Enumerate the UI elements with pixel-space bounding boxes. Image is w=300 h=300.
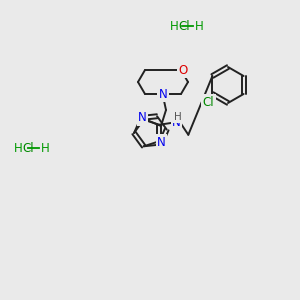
Text: H: H <box>195 20 204 32</box>
Text: N: N <box>138 111 147 124</box>
Text: N: N <box>172 116 181 129</box>
Text: N: N <box>159 88 167 100</box>
Text: N: N <box>157 136 166 149</box>
Text: H: H <box>14 142 23 154</box>
Text: H: H <box>170 20 179 32</box>
Text: Cl: Cl <box>202 95 214 109</box>
Text: Cl: Cl <box>178 20 190 32</box>
Text: O: O <box>178 64 188 76</box>
Text: H: H <box>175 112 182 122</box>
Text: Cl: Cl <box>22 142 34 154</box>
Text: H: H <box>41 142 50 154</box>
